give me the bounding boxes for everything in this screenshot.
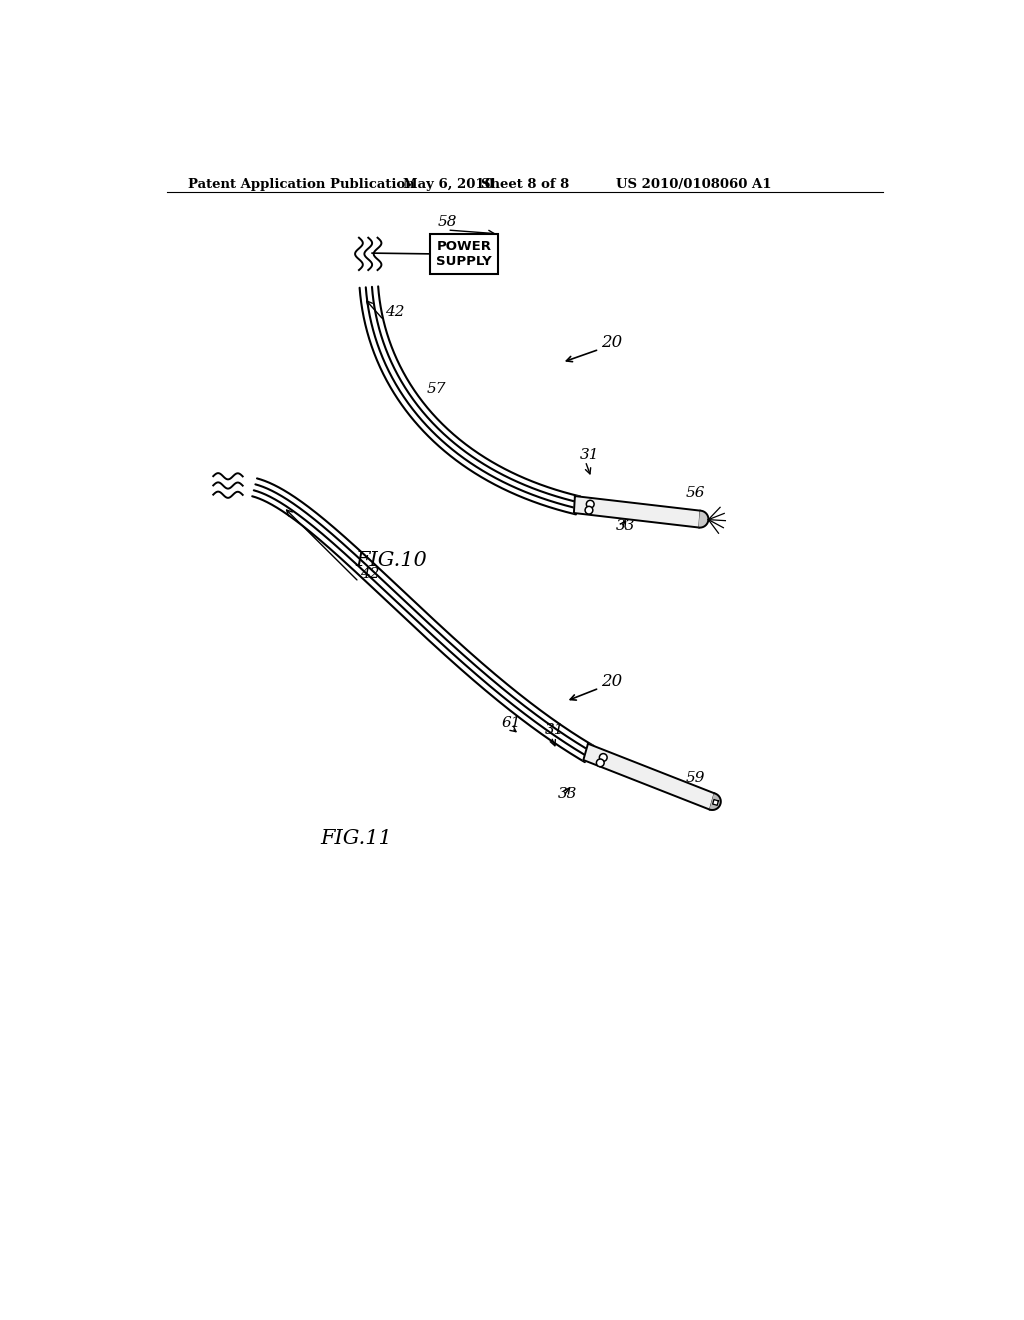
- Polygon shape: [710, 793, 721, 810]
- Text: FIG.10: FIG.10: [355, 552, 427, 570]
- Text: Sheet 8 of 8: Sheet 8 of 8: [480, 178, 569, 190]
- Text: 33: 33: [558, 787, 578, 801]
- Text: 57: 57: [426, 383, 445, 396]
- Polygon shape: [713, 800, 719, 805]
- Circle shape: [596, 759, 604, 767]
- Text: 20: 20: [601, 334, 622, 351]
- Text: 58: 58: [438, 215, 458, 230]
- Text: FIG.11: FIG.11: [321, 829, 392, 847]
- Text: 42: 42: [385, 305, 404, 319]
- Text: US 2010/0108060 A1: US 2010/0108060 A1: [616, 178, 772, 190]
- Text: 31: 31: [545, 723, 564, 738]
- Text: 59: 59: [686, 771, 706, 785]
- Text: 33: 33: [616, 519, 636, 532]
- Text: 31: 31: [580, 447, 599, 462]
- Text: 42: 42: [360, 568, 380, 581]
- Polygon shape: [584, 743, 715, 809]
- Circle shape: [587, 500, 594, 508]
- Text: 61: 61: [502, 715, 521, 730]
- Polygon shape: [699, 511, 709, 528]
- Text: SUPPLY: SUPPLY: [436, 255, 493, 268]
- Bar: [430, 234, 499, 275]
- Circle shape: [599, 754, 607, 762]
- Text: May 6, 2010: May 6, 2010: [403, 178, 494, 190]
- Text: POWER: POWER: [437, 240, 492, 253]
- Text: Patent Application Publication: Patent Application Publication: [188, 178, 415, 190]
- Circle shape: [585, 507, 593, 513]
- Text: 56: 56: [686, 486, 706, 500]
- Polygon shape: [573, 496, 700, 528]
- Text: 20: 20: [601, 673, 622, 690]
